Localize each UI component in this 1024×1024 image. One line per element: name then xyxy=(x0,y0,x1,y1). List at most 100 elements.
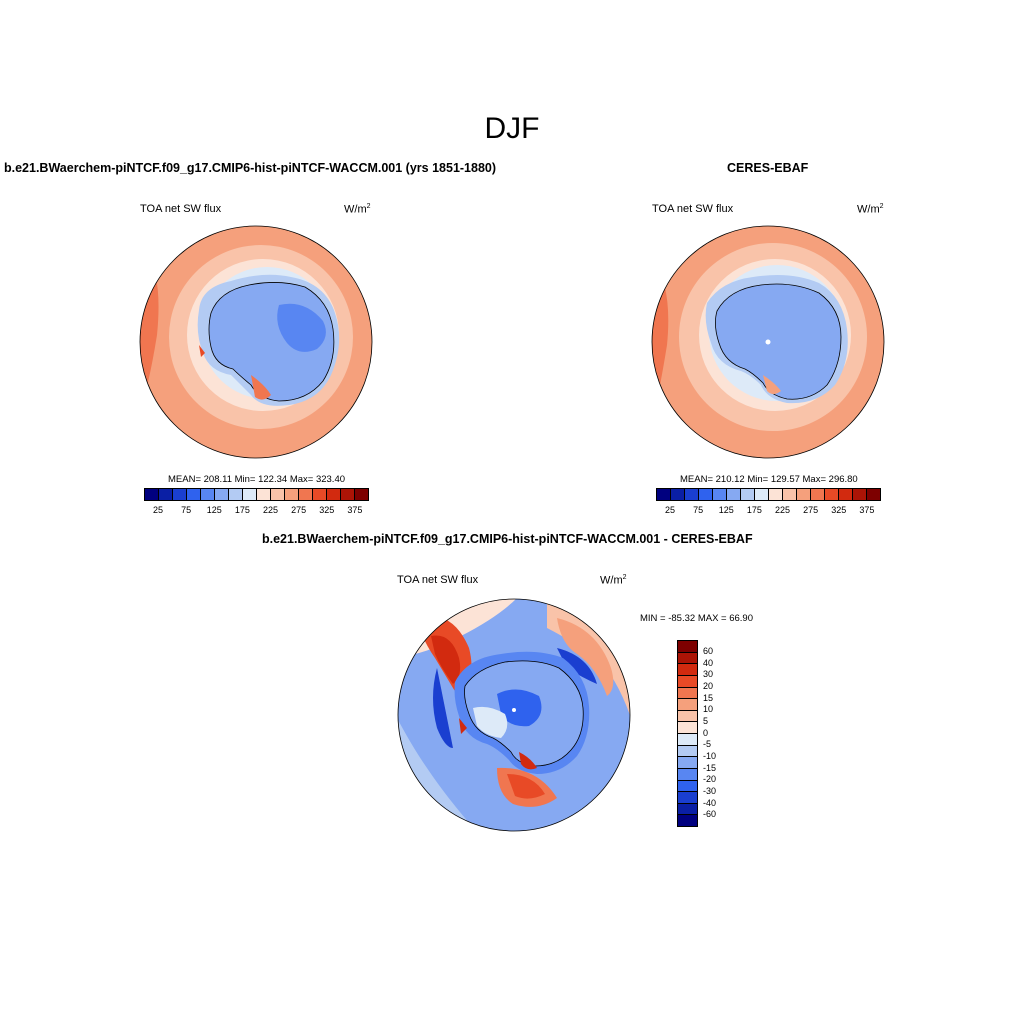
colorbar-swatch xyxy=(811,489,825,500)
colorbar-tick: 125 xyxy=(206,505,222,515)
colorbar-swatch xyxy=(145,489,159,500)
panel-1-colorbar-ticks: 25 75 125 175 225 275 325 375 xyxy=(144,505,369,515)
colorbar-tick: 60 xyxy=(703,646,714,656)
colorbar-swatch xyxy=(678,780,697,793)
colorbar-tick: 225 xyxy=(775,505,791,515)
colorbar-swatch xyxy=(783,489,797,500)
colorbar-swatch xyxy=(159,489,173,500)
colorbar-tick: 25 xyxy=(665,505,676,515)
colorbar-tick: 325 xyxy=(319,505,335,515)
panel-2-colorbar-ticks: 25 75 125 175 225 275 325 375 xyxy=(656,505,881,515)
colorbar-tick: 15 xyxy=(703,693,714,703)
colorbar-tick: 175 xyxy=(746,505,762,515)
panel-2-polar-map xyxy=(651,225,885,459)
colorbar-swatch xyxy=(678,664,697,676)
colorbar-swatch xyxy=(327,489,341,500)
colorbar-swatch xyxy=(285,489,299,500)
colorbar-swatch xyxy=(678,815,697,826)
panel-1-title: b.e21.BWaerchem-piNTCF.f09_g17.CMIP6-his… xyxy=(4,161,497,175)
colorbar-swatch xyxy=(839,489,853,500)
colorbar-swatch xyxy=(678,792,697,804)
panel-3-stats: MIN = -85.32 MAX = 66.90 xyxy=(640,613,754,624)
panel-2-variable-label: TOA net SW flux xyxy=(652,203,734,215)
colorbar-swatch xyxy=(678,687,697,700)
colorbar-swatch xyxy=(671,489,685,500)
colorbar-swatch xyxy=(678,699,697,711)
panel-1-polar-map xyxy=(139,225,373,459)
panel-1-units: W/m2 xyxy=(344,203,371,216)
panel-2-stats: MEAN= 210.12 Min= 129.57 Max= 296.80 xyxy=(680,474,858,485)
colorbar-tick: 275 xyxy=(803,505,819,515)
colorbar-swatch xyxy=(678,768,697,781)
colorbar-tick: 40 xyxy=(703,658,714,668)
panel-2-colorbar xyxy=(656,488,881,501)
colorbar-swatch xyxy=(853,489,867,500)
panel-2-units: W/m2 xyxy=(857,203,884,216)
colorbar-tick: -40 xyxy=(703,798,717,808)
colorbar-tick: -15 xyxy=(703,763,717,773)
colorbar-tick: -20 xyxy=(703,774,717,784)
colorbar-swatch xyxy=(755,489,769,500)
colorbar-swatch xyxy=(187,489,201,500)
colorbar-swatch xyxy=(243,489,257,500)
panel-2-title: CERES-EBAF xyxy=(727,161,809,175)
panel-3-colorbar xyxy=(677,640,698,827)
colorbar-tick: 325 xyxy=(831,505,847,515)
panel-3-units: W/m2 xyxy=(600,574,627,587)
colorbar-swatch xyxy=(215,489,229,500)
colorbar-tick: 125 xyxy=(718,505,734,515)
colorbar-tick: 375 xyxy=(859,505,875,515)
colorbar-swatch xyxy=(229,489,243,500)
colorbar-swatch xyxy=(713,489,727,500)
colorbar-swatch xyxy=(727,489,741,500)
colorbar-swatch xyxy=(867,489,880,500)
colorbar-tick: 10 xyxy=(703,704,714,714)
colorbar-swatch xyxy=(341,489,355,500)
colorbar-tick: 0 xyxy=(703,728,709,738)
panel-1-stats: MEAN= 208.11 Min= 122.34 Max= 323.40 xyxy=(168,474,346,485)
colorbar-tick: 75 xyxy=(181,505,192,515)
colorbar-tick: 275 xyxy=(291,505,307,515)
colorbar-swatch xyxy=(678,722,697,734)
panel-3-polar-map xyxy=(397,598,631,832)
colorbar-swatch xyxy=(271,489,285,500)
colorbar-swatch xyxy=(678,745,697,758)
colorbar-tick: 175 xyxy=(234,505,250,515)
colorbar-swatch xyxy=(741,489,755,500)
figure-title: DJF xyxy=(484,112,540,145)
colorbar-tick: 75 xyxy=(693,505,704,515)
colorbar-swatch xyxy=(299,489,313,500)
panel-3-title: b.e21.BWaerchem-piNTCF.f09_g17.CMIP6-his… xyxy=(262,532,753,546)
colorbar-tick: 5 xyxy=(703,716,709,726)
colorbar-swatch xyxy=(678,803,697,816)
colorbar-tick: 30 xyxy=(703,669,714,679)
colorbar-swatch xyxy=(685,489,699,500)
colorbar-swatch xyxy=(678,757,697,769)
colorbar-tick: 375 xyxy=(347,505,363,515)
colorbar-tick: -30 xyxy=(703,786,717,796)
colorbar-swatch xyxy=(313,489,327,500)
colorbar-swatch xyxy=(825,489,839,500)
colorbar-tick: 225 xyxy=(263,505,279,515)
colorbar-swatch xyxy=(678,652,697,665)
colorbar-swatch xyxy=(678,675,697,688)
colorbar-swatch xyxy=(257,489,271,500)
colorbar-swatch xyxy=(173,489,187,500)
colorbar-tick: -10 xyxy=(703,751,717,761)
colorbar-swatch xyxy=(678,710,697,723)
panel-3-variable-label: TOA net SW flux xyxy=(397,574,479,586)
colorbar-swatch xyxy=(797,489,811,500)
colorbar-swatch xyxy=(678,641,697,653)
colorbar-swatch xyxy=(678,734,697,746)
colorbar-swatch xyxy=(769,489,783,500)
panel-1-variable-label: TOA net SW flux xyxy=(140,203,222,215)
colorbar-swatch xyxy=(657,489,671,500)
colorbar-tick: 20 xyxy=(703,681,714,691)
colorbar-swatch xyxy=(355,489,368,500)
colorbar-tick: -60 xyxy=(703,809,717,819)
colorbar-tick: 25 xyxy=(153,505,164,515)
panel-1-colorbar xyxy=(144,488,369,501)
colorbar-tick: -5 xyxy=(703,739,712,749)
colorbar-swatch xyxy=(201,489,215,500)
colorbar-swatch xyxy=(699,489,713,500)
